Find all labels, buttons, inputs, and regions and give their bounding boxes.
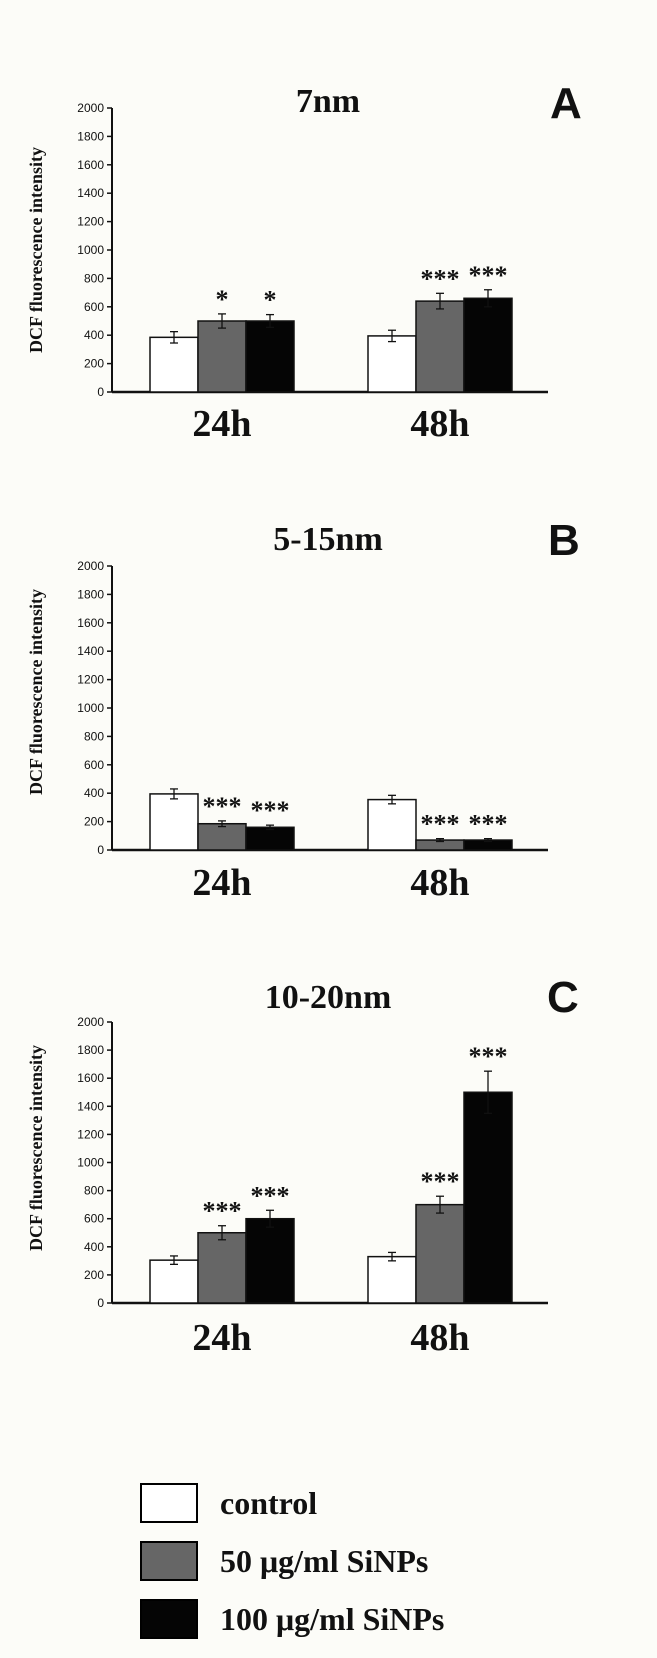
bar xyxy=(149,336,199,393)
y-tick-label: 1000 xyxy=(77,701,104,715)
y-tick-label: 200 xyxy=(84,1268,104,1282)
panel-letter: C xyxy=(547,973,579,1022)
x-category-label: 48h xyxy=(410,1317,469,1359)
bar xyxy=(463,1091,513,1304)
bar xyxy=(245,1217,295,1304)
legend-item-50: 50 μg/ml SiNPs xyxy=(140,1532,560,1590)
bar xyxy=(245,320,295,393)
y-axis-label: DCF fluorescence intensity xyxy=(26,1045,46,1251)
bar xyxy=(197,822,247,851)
y-tick-label: 600 xyxy=(84,758,104,772)
y-tick-label: 600 xyxy=(84,1212,104,1226)
x-category-label: 48h xyxy=(410,403,469,445)
chart-panel-C: 10-20nm C DCF fluorescence intensity 0 200 40… xyxy=(26,973,579,1359)
y-tick-label: 1600 xyxy=(77,616,104,630)
x-category-label: 24h xyxy=(192,862,251,904)
y-tick-label: 600 xyxy=(84,300,104,314)
significance-label: *** xyxy=(421,264,460,293)
chart-panel-B: 5-15nm B DCF fluorescence intensity 0 200 400… xyxy=(26,516,580,904)
y-tick-label: 200 xyxy=(84,815,104,829)
legend-item-100: 100 μg/ml SiNPs xyxy=(140,1590,560,1648)
y-tick-label: 800 xyxy=(84,1184,104,1198)
y-tick-label: 1200 xyxy=(77,673,104,687)
y-tick-label: 1200 xyxy=(77,1127,104,1141)
bar xyxy=(367,335,417,393)
y-tick-label: 1400 xyxy=(77,186,104,200)
y-tick-label: 800 xyxy=(84,729,104,743)
y-tick-label: 400 xyxy=(84,328,104,342)
chart-title: 5-15nm xyxy=(273,521,383,558)
y-tick-label: 1400 xyxy=(77,1099,104,1113)
legend-label-50: 50 μg/ml SiNPs xyxy=(220,1542,429,1579)
y-tick-label: 2000 xyxy=(77,101,104,115)
significance-label: *** xyxy=(421,810,460,839)
x-category-label: 24h xyxy=(192,1317,251,1359)
significance-label: *** xyxy=(421,1167,460,1196)
legend-item-control: control xyxy=(140,1474,560,1532)
y-tick-label: 1800 xyxy=(77,129,104,143)
y-tick-label: 1800 xyxy=(77,587,104,601)
x-category-label: 48h xyxy=(410,862,469,904)
bar xyxy=(415,1203,465,1304)
significance-label: *** xyxy=(469,1042,508,1071)
chart-panel-A: 7nm A DCF fluorescence intensity 0 200 400 600… xyxy=(26,79,582,445)
significance-label: * xyxy=(264,286,277,315)
x-category-label: 24h xyxy=(192,403,251,445)
y-tick-label: 0 xyxy=(97,1296,104,1310)
panel-letter: A xyxy=(550,79,582,128)
panel-letter: B xyxy=(548,516,580,565)
bar xyxy=(415,300,465,393)
chart-title: 7nm xyxy=(296,83,360,120)
y-tick-label: 800 xyxy=(84,271,104,285)
y-tick-label: 1600 xyxy=(77,158,104,172)
y-tick-label: 400 xyxy=(84,786,104,800)
y-tick-label: 1400 xyxy=(77,644,104,658)
y-tick-label: 0 xyxy=(97,385,104,399)
legend-swatch-control xyxy=(140,1483,198,1523)
y-tick-label: 1200 xyxy=(77,215,104,229)
significance-label: *** xyxy=(203,792,242,821)
legend-swatch-100 xyxy=(140,1599,198,1639)
y-tick-label: 0 xyxy=(97,843,104,857)
significance-label: *** xyxy=(251,1181,290,1210)
y-tick-label: 2000 xyxy=(77,1015,104,1029)
bar xyxy=(463,297,513,393)
y-axis-label: DCF fluorescence intensity xyxy=(26,589,46,795)
significance-label: *** xyxy=(251,796,290,825)
y-tick-label: 200 xyxy=(84,357,104,371)
legend-label-100: 100 μg/ml SiNPs xyxy=(220,1600,445,1637)
significance-label: *** xyxy=(469,810,508,839)
bar xyxy=(149,1259,199,1304)
legend-label-control: control xyxy=(220,1484,318,1521)
bar xyxy=(197,1232,247,1304)
y-tick-label: 1800 xyxy=(77,1043,104,1057)
y-tick-label: 1600 xyxy=(77,1071,104,1085)
chart-title: 10-20nm xyxy=(265,979,392,1016)
bar xyxy=(197,320,247,393)
significance-label: *** xyxy=(203,1197,242,1226)
bar xyxy=(149,793,199,851)
legend-swatch-50 xyxy=(140,1541,198,1581)
bar xyxy=(367,798,417,851)
significance-label: * xyxy=(216,285,229,314)
legend: control 50 μg/ml SiNPs 100 μg/ml SiNPs xyxy=(140,1474,560,1648)
y-axis-label: DCF fluorescence intensity xyxy=(26,147,46,353)
y-tick-label: 2000 xyxy=(77,559,104,573)
y-tick-label: 400 xyxy=(84,1240,104,1254)
significance-label: *** xyxy=(469,261,508,290)
y-tick-label: 1000 xyxy=(77,1156,104,1170)
bar xyxy=(245,826,295,851)
bar xyxy=(367,1255,417,1304)
y-tick-label: 1000 xyxy=(77,243,104,257)
